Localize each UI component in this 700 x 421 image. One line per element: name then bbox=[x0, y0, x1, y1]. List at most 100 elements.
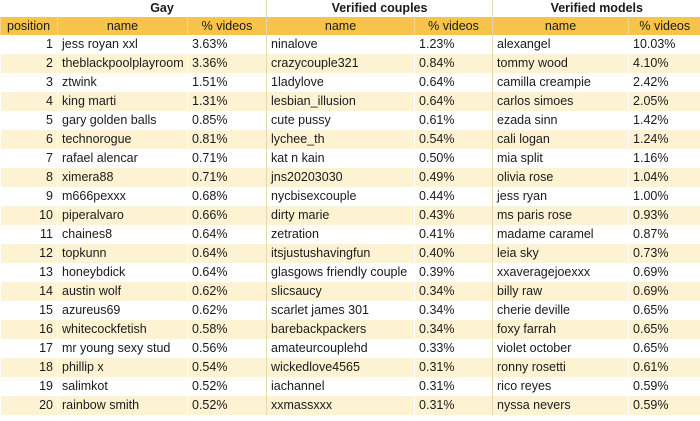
couples-name-cell: crazycouple321 bbox=[266, 54, 415, 73]
position-cell: 13 bbox=[0, 263, 58, 282]
models-pct-cell: 1.04% bbox=[628, 168, 700, 187]
couples-name-cell: dirty marie bbox=[266, 206, 415, 225]
couples-name-cell: xxmassxxx bbox=[266, 396, 415, 415]
position-cell: 8 bbox=[0, 168, 58, 187]
table-row: 17 mr young sexy stud 0.56% amateurcouplehd… bbox=[0, 339, 700, 358]
couples-pct-cell: 0.43% bbox=[414, 206, 493, 225]
table-row: 2 theblackpoolplayroom 3.36% crazycouple321… bbox=[0, 54, 700, 73]
couples-name-cell: ninalove bbox=[266, 35, 415, 54]
gay-pct-cell: 0.62% bbox=[186, 301, 267, 320]
table-row: 5 gary golden balls 0.85% cute pussy 0.61% ez… bbox=[0, 111, 700, 130]
position-cell: 15 bbox=[0, 301, 58, 320]
models-pct-cell: 0.65% bbox=[628, 301, 700, 320]
column-header-name: name bbox=[492, 17, 629, 35]
position-cell: 3 bbox=[0, 73, 58, 92]
column-header-position: position bbox=[0, 17, 58, 35]
gay-name-cell: theblackpoolplayroom bbox=[57, 54, 188, 73]
column-header-name: name bbox=[266, 17, 415, 35]
gay-pct-cell: 0.71% bbox=[186, 149, 267, 168]
models-name-cell: tommy wood bbox=[492, 54, 629, 73]
couples-pct-cell: 0.34% bbox=[414, 282, 493, 301]
models-name-cell: violet october bbox=[492, 339, 629, 358]
models-pct-cell: 0.69% bbox=[628, 282, 700, 301]
position-cell: 7 bbox=[0, 149, 58, 168]
models-pct-cell: 0.73% bbox=[628, 244, 700, 263]
position-cell: 19 bbox=[0, 377, 58, 396]
models-name-cell: cherie deville bbox=[492, 301, 629, 320]
couples-name-cell: amateurcouplehd bbox=[266, 339, 415, 358]
table-row: 3 ztwink 1.51% 1ladylove 0.64% camilla creamp… bbox=[0, 73, 700, 92]
models-name-cell: mia split bbox=[492, 149, 629, 168]
position-cell: 2 bbox=[0, 54, 58, 73]
couples-pct-cell: 0.31% bbox=[414, 396, 493, 415]
gay-name-cell: rainbow smith bbox=[57, 396, 188, 415]
models-name-cell: carlos simoes bbox=[492, 92, 629, 111]
models-name-cell: ms paris rose bbox=[492, 206, 629, 225]
table-row: 16 whitecockfetish 0.58% barebackpackers 0.3… bbox=[0, 320, 700, 339]
column-header-name: name bbox=[57, 17, 188, 35]
table-row: 8 ximera88 0.71% jns20203030 0.49% olivia ros… bbox=[0, 168, 700, 187]
gay-pct-cell: 0.58% bbox=[186, 320, 267, 339]
group-header-row: Gay Verified couples Verified models bbox=[0, 0, 700, 17]
couples-name-cell: lychee_th bbox=[266, 130, 415, 149]
couples-name-cell: slicsaucy bbox=[266, 282, 415, 301]
gay-name-cell: jess royan xxl bbox=[57, 35, 188, 54]
models-pct-cell: 0.59% bbox=[628, 396, 700, 415]
couples-pct-cell: 0.31% bbox=[414, 377, 493, 396]
models-pct-cell: 1.00% bbox=[628, 187, 700, 206]
position-cell: 9 bbox=[0, 187, 58, 206]
gay-name-cell: gary golden balls bbox=[57, 111, 188, 130]
gay-name-cell: phillip x bbox=[57, 358, 188, 377]
gay-pct-cell: 0.52% bbox=[186, 396, 267, 415]
couples-name-cell: nycbisexcouple bbox=[266, 187, 415, 206]
gay-pct-cell: 0.68% bbox=[186, 187, 267, 206]
models-name-cell: cali logan bbox=[492, 130, 629, 149]
models-pct-cell: 0.87% bbox=[628, 225, 700, 244]
models-name-cell: olivia rose bbox=[492, 168, 629, 187]
column-header-pct: % videos bbox=[628, 17, 700, 35]
models-name-cell: leia sky bbox=[492, 244, 629, 263]
gay-pct-cell: 0.64% bbox=[186, 244, 267, 263]
couples-pct-cell: 0.40% bbox=[414, 244, 493, 263]
models-pct-cell: 4.10% bbox=[628, 54, 700, 73]
table-row: 13 honeybdick 0.64% glasgows friendly coupl… bbox=[0, 263, 700, 282]
position-cell: 16 bbox=[0, 320, 58, 339]
models-pct-cell: 0.59% bbox=[628, 377, 700, 396]
gay-pct-cell: 0.64% bbox=[186, 263, 267, 282]
couples-pct-cell: 0.34% bbox=[414, 320, 493, 339]
gay-name-cell: austin wolf bbox=[57, 282, 188, 301]
couples-name-cell: 1ladylove bbox=[266, 73, 415, 92]
gay-name-cell: technorogue bbox=[57, 130, 188, 149]
gay-name-cell: ztwink bbox=[57, 73, 188, 92]
models-pct-cell: 1.16% bbox=[628, 149, 700, 168]
couples-pct-cell: 0.64% bbox=[414, 73, 493, 92]
table-row: 18 phillip x 0.54% wickedlove4565 0.31% ronny… bbox=[0, 358, 700, 377]
gay-pct-cell: 0.71% bbox=[186, 168, 267, 187]
table-body: 1 jess royan xxl 3.63% ninalove 1.23% alexang… bbox=[0, 35, 700, 415]
models-pct-cell: 1.24% bbox=[628, 130, 700, 149]
table-row: 4 king marti 1.31% lesbian_illusion 0.64% car… bbox=[0, 92, 700, 111]
gay-name-cell: salimkot bbox=[57, 377, 188, 396]
gay-name-cell: whitecockfetish bbox=[57, 320, 188, 339]
couples-name-cell: iachannel bbox=[266, 377, 415, 396]
couples-pct-cell: 0.44% bbox=[414, 187, 493, 206]
table-row: 20 rainbow smith 0.52% xxmassxxx 0.31% nyssa … bbox=[0, 396, 700, 415]
gay-pct-cell: 0.66% bbox=[186, 206, 267, 225]
models-name-cell: xxaveragejoexxx bbox=[492, 263, 629, 282]
gay-pct-cell: 1.31% bbox=[186, 92, 267, 111]
table-row: 10 piperalvaro 0.66% dirty marie 0.43% ms par… bbox=[0, 206, 700, 225]
models-pct-cell: 0.93% bbox=[628, 206, 700, 225]
table-row: 6 technorogue 0.81% lychee_th 0.54% cali loga… bbox=[0, 130, 700, 149]
gay-name-cell: ximera88 bbox=[57, 168, 188, 187]
group-header-verified-models: Verified models bbox=[492, 0, 700, 17]
couples-name-cell: cute pussy bbox=[266, 111, 415, 130]
group-header-blank bbox=[0, 0, 58, 17]
couples-pct-cell: 0.84% bbox=[414, 54, 493, 73]
couples-name-cell: jns20203030 bbox=[266, 168, 415, 187]
couples-pct-cell: 0.49% bbox=[414, 168, 493, 187]
couples-pct-cell: 0.39% bbox=[414, 263, 493, 282]
gay-name-cell: azureus69 bbox=[57, 301, 188, 320]
position-cell: 5 bbox=[0, 111, 58, 130]
group-header-verified-couples: Verified couples bbox=[266, 0, 493, 17]
